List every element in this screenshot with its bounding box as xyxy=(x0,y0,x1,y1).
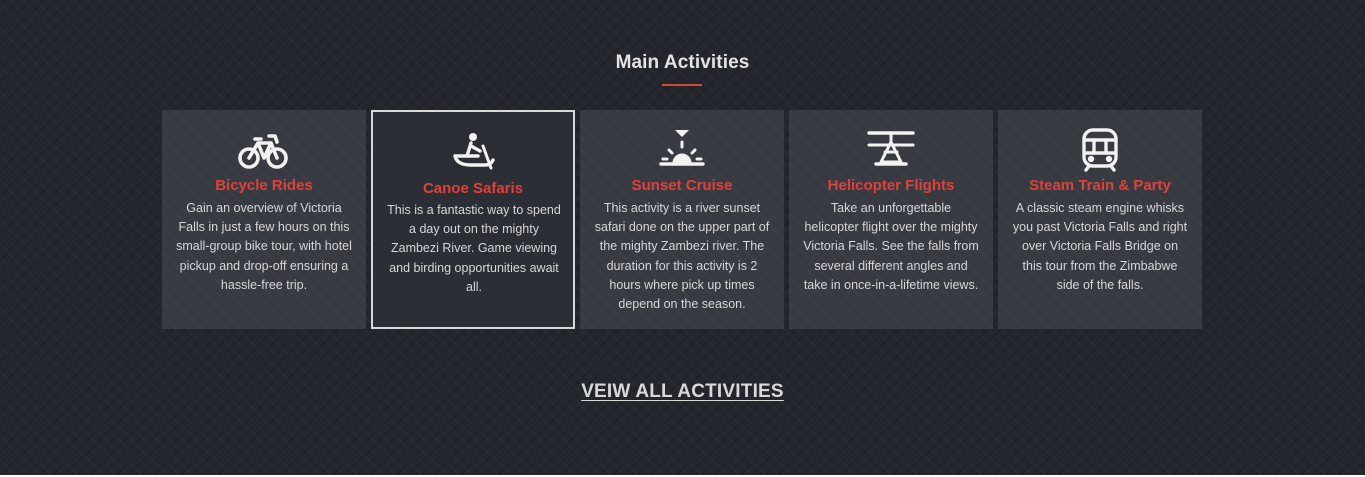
activity-description: This is a fantastic way to spend a day o… xyxy=(387,203,561,294)
activity-card-helicopter-flights[interactable]: Helicopter Flights Take an unforgettable… xyxy=(789,110,993,329)
canoe-icon xyxy=(373,130,573,174)
title-underline xyxy=(662,84,702,86)
activity-title: Canoe Safaris xyxy=(422,180,524,197)
activity-description: This activity is a river sunset safari d… xyxy=(594,201,770,312)
sunset-icon xyxy=(580,128,784,172)
activity-card-bicycle-rides[interactable]: Bicycle Rides Gain an overview of Victor… xyxy=(162,110,366,329)
view-all-activities-link[interactable]: VEIW ALL ACTIVITIES xyxy=(581,381,784,402)
activity-title: Steam Train & Party xyxy=(1029,177,1171,194)
helicopter-icon xyxy=(789,128,993,172)
activity-title: Helicopter Flights xyxy=(827,177,955,194)
view-all-container: VEIW ALL ACTIVITIES xyxy=(0,381,1365,403)
activity-title: Sunset Cruise xyxy=(631,177,733,194)
activity-title: Bicycle Rides xyxy=(215,177,313,194)
activity-description: A classic steam engine whisks you past V… xyxy=(1012,201,1188,292)
activity-cards: Bicycle Rides Gain an overview of Victor… xyxy=(162,110,1203,329)
train-icon xyxy=(998,128,1202,172)
section-title: Main Activities xyxy=(615,52,750,73)
activity-description: Take an unforgettable helicopter flight … xyxy=(803,201,979,292)
activity-card-steam-train-party[interactable]: Steam Train & Party A classic steam engi… xyxy=(998,110,1202,329)
activity-card-canoe-safaris[interactable]: Canoe Safaris This is a fantastic way to… xyxy=(371,110,575,329)
activity-description: Gain an overview of Victoria Falls in ju… xyxy=(176,201,352,292)
bicycle-icon xyxy=(162,128,366,172)
activity-card-sunset-cruise[interactable]: Sunset Cruise This activity is a river s… xyxy=(580,110,784,329)
